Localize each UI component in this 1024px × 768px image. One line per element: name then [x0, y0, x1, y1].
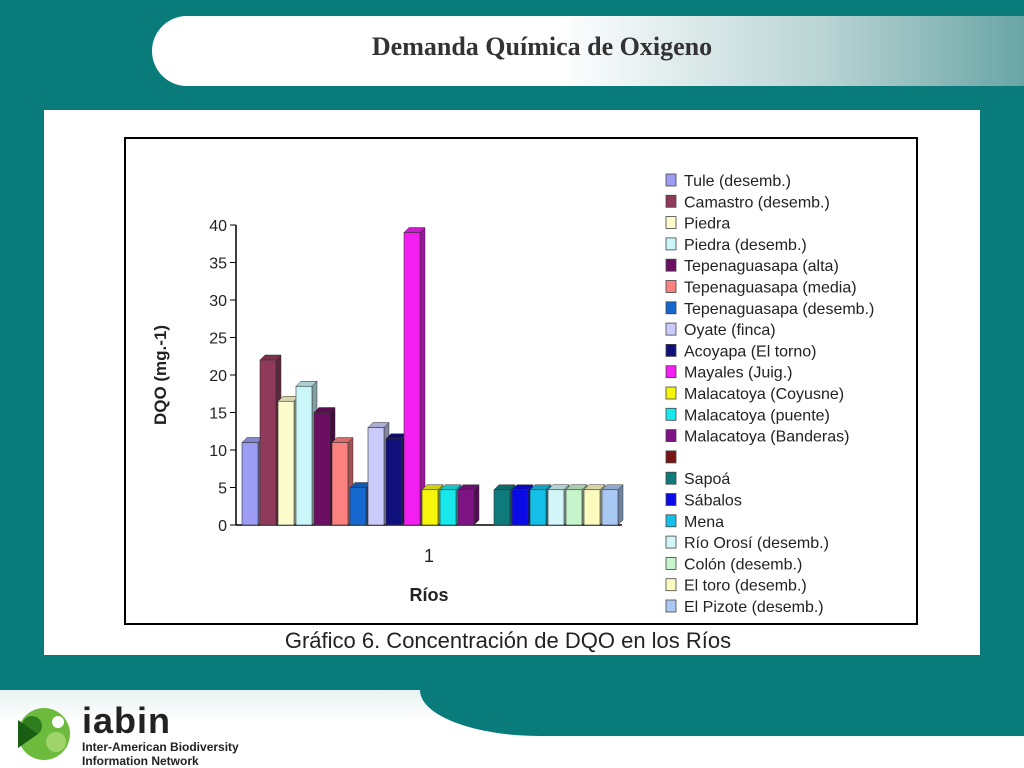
legend-label: Oyate (finca) — [684, 322, 776, 339]
x-tick-label: 1 — [424, 546, 434, 566]
iabin-logo-icon — [18, 708, 70, 760]
legend-swatch — [665, 280, 677, 293]
bar — [313, 412, 331, 526]
legend-swatch — [665, 407, 677, 421]
chart-caption: Gráfico 6. Concentración de DQO en los R… — [284, 628, 732, 653]
legend-label: El Pizote (desemb.) — [684, 599, 824, 616]
legend-label: Malacatoya (Banderas) — [684, 429, 849, 446]
legend-label: Colón (desemb.) — [684, 556, 802, 573]
legend-swatch — [665, 599, 677, 613]
bar — [259, 359, 277, 526]
legend-label: Tule (desemb.) — [684, 173, 791, 190]
logo-name: iabin — [82, 700, 172, 741]
slide-title-bar: Demanda Química de Oxigeno — [152, 16, 1024, 86]
legend-label: Tepenaguasapa (media) — [684, 280, 857, 297]
bar — [583, 489, 601, 526]
bar — [457, 489, 475, 526]
y-tick-label: 40 — [209, 218, 227, 235]
slide-title: Demanda Química de Oxigeno — [371, 32, 713, 61]
chart-figure: 0 5 10 15 20 25 30 35 40 DQO (mg.-1) 1 Ríos Tule (de… — [44, 110, 980, 655]
legend-swatch — [665, 471, 677, 485]
bar — [439, 489, 457, 526]
legend-swatch — [665, 173, 677, 187]
bar — [403, 232, 421, 526]
bar — [529, 489, 547, 526]
legend-swatch — [665, 450, 677, 464]
chart-frame — [124, 137, 918, 625]
legend-label: Tepenaguasapa (alta) — [684, 258, 839, 275]
legend-swatch — [665, 556, 677, 570]
legend-swatch — [665, 535, 677, 549]
bar — [385, 438, 403, 526]
legend-label: Sapoá — [684, 471, 730, 488]
legend-swatch — [665, 429, 677, 443]
bar — [349, 487, 367, 526]
bar — [421, 489, 439, 526]
x-axis-label: Ríos — [409, 585, 448, 605]
bar — [331, 442, 349, 526]
legend-swatch — [665, 343, 677, 357]
y-tick-label: 10 — [209, 443, 227, 460]
bar — [547, 489, 565, 526]
y-tick-label: 20 — [209, 368, 227, 385]
y-tick-label: 30 — [209, 293, 227, 310]
legend-label: El toro (desemb.) — [684, 578, 807, 595]
bar — [277, 400, 295, 526]
bar — [511, 489, 529, 526]
y-tick-label: 0 — [218, 518, 227, 535]
legend-swatch — [665, 301, 677, 315]
legend-label: Malacatoya (puente) — [684, 407, 830, 424]
legend-swatch — [665, 514, 677, 528]
bar — [601, 489, 619, 526]
legend-label: Tepenaguasapa (desemb.) — [684, 301, 874, 318]
logo-subtitle-2: Information Network — [82, 754, 199, 768]
bar-side — [419, 226, 426, 526]
legend-swatch — [665, 386, 677, 400]
legend-swatch — [665, 216, 677, 229]
legend-label: Acoyapa (El torno) — [684, 343, 817, 360]
legend-swatch — [665, 258, 677, 272]
bar — [565, 489, 583, 526]
legend-swatch — [665, 365, 677, 379]
bar-side — [473, 484, 480, 526]
legend-swatch — [665, 237, 677, 251]
bar-side — [617, 484, 624, 526]
bar — [367, 427, 385, 526]
legend-label: Piedra — [684, 216, 730, 233]
legend-swatch — [665, 322, 677, 336]
y-tick-label: 35 — [209, 256, 227, 273]
y-tick-label: 5 — [218, 481, 227, 498]
y-tick-label: 25 — [209, 331, 227, 348]
bar — [493, 489, 511, 526]
footer-wave — [420, 690, 1024, 736]
legend-label: Mena — [684, 514, 724, 531]
y-axis-label: DQO (mg.-1) — [151, 325, 170, 425]
legend-label: Piedra (desemb.) — [684, 237, 807, 254]
legend-swatch — [665, 194, 677, 208]
chart-svg: 0 5 10 15 20 25 30 35 40 DQO (mg.-1) 1 Ríos Tule (de… — [124, 137, 918, 625]
legend-label: Río Orosí (desemb.) — [684, 535, 829, 552]
legend-label: Sábalos — [684, 493, 742, 510]
legend-swatch — [665, 493, 677, 506]
legend-label: Mayales (Juig.) — [684, 365, 792, 382]
legend-swatch — [665, 578, 677, 592]
y-tick-label: 15 — [209, 406, 227, 423]
bar — [295, 385, 313, 526]
legend-label: Camastro (desemb.) — [684, 194, 830, 211]
bar — [241, 442, 259, 526]
legend-label: Malacatoya (Coyusne) — [684, 386, 844, 403]
logo-subtitle-1: Inter-American Biodiversity — [82, 740, 239, 754]
